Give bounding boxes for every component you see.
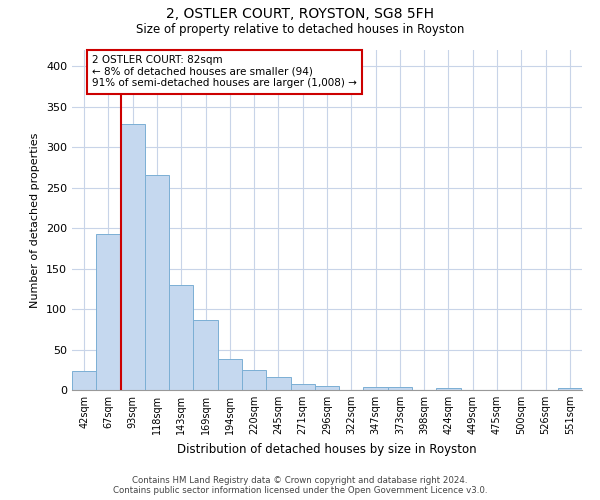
X-axis label: Distribution of detached houses by size in Royston: Distribution of detached houses by size …	[177, 442, 477, 456]
Bar	[266, 377, 290, 390]
Bar	[145, 176, 169, 390]
Y-axis label: Number of detached properties: Number of detached properties	[31, 132, 40, 308]
Text: 2, OSTLER COURT, ROYSTON, SG8 5FH: 2, OSTLER COURT, ROYSTON, SG8 5FH	[166, 8, 434, 22]
Bar	[364, 387, 388, 390]
Bar	[218, 359, 242, 390]
Text: 2 OSTLER COURT: 82sqm
← 8% of detached houses are smaller (94)
91% of semi-detac: 2 OSTLER COURT: 82sqm ← 8% of detached h…	[92, 55, 357, 88]
Bar	[193, 320, 218, 390]
Text: Size of property relative to detached houses in Royston: Size of property relative to detached ho…	[136, 22, 464, 36]
Bar	[242, 370, 266, 390]
Text: Contains HM Land Registry data © Crown copyright and database right 2024.
Contai: Contains HM Land Registry data © Crown c…	[113, 476, 487, 495]
Bar	[315, 386, 339, 390]
Bar	[72, 370, 96, 390]
Bar	[290, 384, 315, 390]
Bar	[96, 234, 121, 390]
Bar	[169, 285, 193, 390]
Bar	[558, 388, 582, 390]
Bar	[121, 124, 145, 390]
Bar	[388, 387, 412, 390]
Bar	[436, 388, 461, 390]
